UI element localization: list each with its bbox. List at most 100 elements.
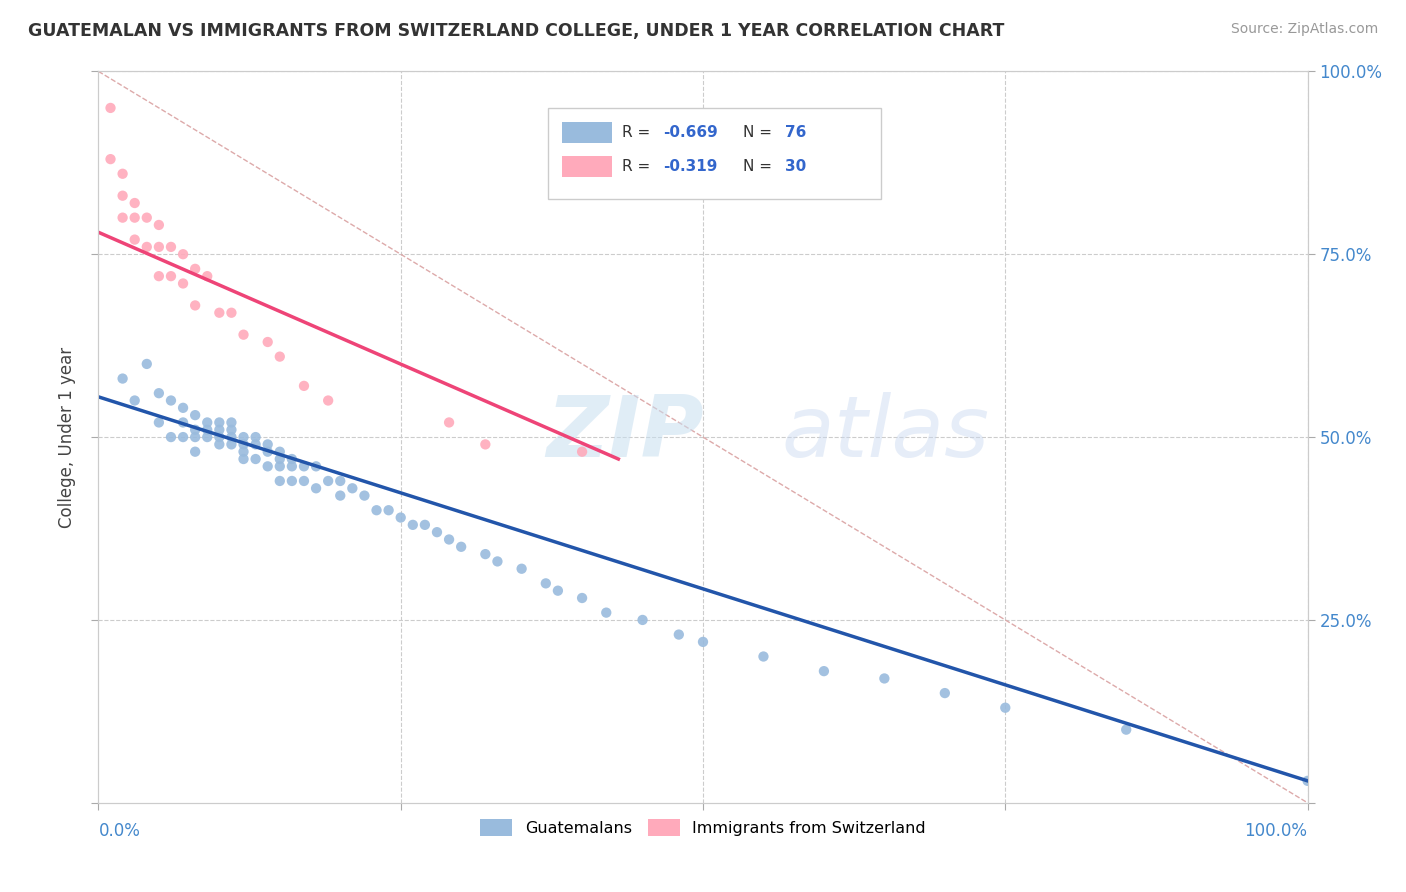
- Point: [208, 437, 231, 451]
- Point: [124, 233, 146, 247]
- Point: [571, 591, 593, 605]
- Point: [256, 459, 278, 474]
- Point: [269, 452, 291, 467]
- Point: [100, 152, 122, 166]
- Point: [547, 583, 569, 598]
- Text: R =: R =: [621, 159, 655, 174]
- Point: [256, 444, 278, 458]
- Point: [256, 334, 278, 349]
- Point: [160, 269, 183, 284]
- Point: [329, 489, 352, 503]
- Point: [281, 459, 304, 474]
- Point: [316, 393, 339, 408]
- Point: [269, 474, 291, 488]
- Point: [450, 540, 472, 554]
- Point: [208, 430, 231, 444]
- Point: [172, 430, 194, 444]
- Y-axis label: College, Under 1 year: College, Under 1 year: [58, 346, 76, 528]
- Point: [292, 474, 315, 488]
- FancyBboxPatch shape: [561, 156, 613, 178]
- Point: [195, 269, 218, 284]
- Point: [172, 401, 194, 415]
- Point: [100, 101, 122, 115]
- Point: [208, 423, 231, 437]
- Point: [571, 444, 593, 458]
- Point: [221, 437, 243, 451]
- FancyBboxPatch shape: [548, 108, 880, 200]
- Text: atlas: atlas: [782, 392, 990, 475]
- Point: [437, 533, 460, 547]
- Point: [245, 437, 267, 451]
- Point: [148, 386, 170, 401]
- Point: [148, 218, 170, 232]
- Point: [269, 444, 291, 458]
- Text: 100.0%: 100.0%: [1244, 822, 1308, 839]
- Point: [426, 525, 449, 540]
- Text: 30: 30: [785, 159, 807, 174]
- Text: Source: ZipAtlas.com: Source: ZipAtlas.com: [1230, 22, 1378, 37]
- Text: GUATEMALAN VS IMMIGRANTS FROM SWITZERLAND COLLEGE, UNDER 1 YEAR CORRELATION CHAR: GUATEMALAN VS IMMIGRANTS FROM SWITZERLAN…: [28, 22, 1004, 40]
- Point: [534, 576, 557, 591]
- Point: [366, 503, 388, 517]
- Point: [1296, 773, 1319, 788]
- Point: [221, 306, 243, 320]
- Point: [269, 459, 291, 474]
- Point: [437, 416, 460, 430]
- Point: [135, 240, 157, 254]
- Point: [135, 211, 157, 225]
- Point: [160, 393, 183, 408]
- Point: [486, 554, 509, 568]
- Point: [305, 481, 328, 495]
- Point: [232, 452, 254, 467]
- Point: [195, 423, 218, 437]
- Point: [994, 700, 1017, 714]
- Point: [292, 459, 315, 474]
- Text: 76: 76: [785, 125, 807, 139]
- Text: R =: R =: [621, 125, 655, 139]
- Point: [221, 430, 243, 444]
- Point: [353, 489, 375, 503]
- Point: [148, 240, 170, 254]
- Legend: Guatemalans, Immigrants from Switzerland: Guatemalans, Immigrants from Switzerland: [474, 813, 932, 842]
- Point: [377, 503, 399, 517]
- Point: [256, 437, 278, 451]
- Text: N =: N =: [742, 125, 776, 139]
- Point: [245, 430, 267, 444]
- Text: ZIP: ZIP: [546, 392, 703, 475]
- Point: [692, 635, 714, 649]
- Point: [232, 437, 254, 451]
- Point: [184, 298, 207, 312]
- Point: [232, 327, 254, 342]
- FancyBboxPatch shape: [561, 122, 613, 143]
- Point: [510, 562, 533, 576]
- Point: [281, 452, 304, 467]
- Point: [305, 459, 328, 474]
- Text: 0.0%: 0.0%: [98, 822, 141, 839]
- Point: [148, 269, 170, 284]
- Point: [111, 188, 134, 202]
- Point: [184, 444, 207, 458]
- Point: [245, 452, 267, 467]
- Point: [934, 686, 956, 700]
- Point: [195, 430, 218, 444]
- Point: [148, 416, 170, 430]
- Point: [316, 474, 339, 488]
- Point: [292, 379, 315, 393]
- Point: [124, 393, 146, 408]
- Point: [668, 627, 690, 641]
- Point: [195, 416, 218, 430]
- Point: [813, 664, 835, 678]
- Point: [160, 240, 183, 254]
- Point: [221, 416, 243, 430]
- Point: [124, 196, 146, 211]
- Point: [184, 261, 207, 276]
- Point: [124, 211, 146, 225]
- Point: [232, 430, 254, 444]
- Point: [595, 606, 617, 620]
- Point: [172, 277, 194, 291]
- Point: [269, 350, 291, 364]
- Point: [221, 423, 243, 437]
- Point: [402, 517, 425, 532]
- Text: -0.319: -0.319: [664, 159, 717, 174]
- Point: [184, 408, 207, 422]
